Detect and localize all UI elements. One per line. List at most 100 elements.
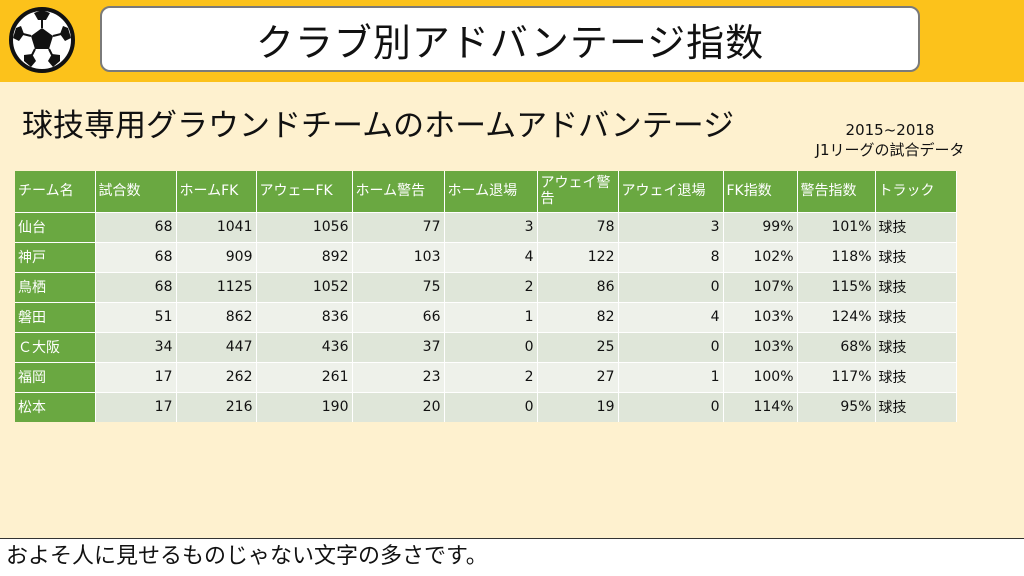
table-cell: 51 <box>95 301 177 332</box>
table-cell: 1 <box>444 301 538 332</box>
team-name-cell: 磐田 <box>15 301 96 332</box>
table-cell: 球技 <box>875 301 957 332</box>
table-cell: 1 <box>618 361 724 392</box>
table-cell: 107% <box>723 271 798 302</box>
table-cell: 2 <box>444 361 538 392</box>
table-cell: 102% <box>723 241 798 272</box>
table-row: 鳥栖 68 1125 1052 75 2 86 0 107% 115% 球技 <box>15 271 957 302</box>
col-header-caution-index: 警告指数 <box>797 171 876 212</box>
table-cell: 19 <box>537 391 619 422</box>
col-header-home-fk: ホームFK <box>176 171 257 212</box>
table-cell: 118% <box>797 241 876 272</box>
table-cell: 68 <box>95 271 177 302</box>
table-cell: 球技 <box>875 211 957 242</box>
period-description: J1リーグの試合データ <box>815 141 965 159</box>
table-body: 仙台 68 1041 1056 77 3 78 3 99% 101% 球技 神戸 68 909 892 103… <box>15 211 957 422</box>
table-cell: 114% <box>723 391 798 422</box>
table-cell: 20 <box>352 391 445 422</box>
table-cell: 17 <box>95 361 177 392</box>
table-cell: 100% <box>723 361 798 392</box>
table-cell: 球技 <box>875 241 957 272</box>
table-row: 松本 17 216 190 20 0 19 0 114% 95% 球技 <box>15 391 957 422</box>
table-cell: 23 <box>352 361 445 392</box>
table-cell: 95% <box>797 391 876 422</box>
table-cell: 37 <box>352 331 445 362</box>
col-header-track: トラック <box>875 171 957 212</box>
table-row: 磐田 51 862 836 66 1 82 4 103% 124% 球技 <box>15 301 957 332</box>
col-header-away-fk: アウェーFK <box>256 171 353 212</box>
table-cell: 4 <box>444 241 538 272</box>
footer-caption: およそ人に見せるものじゃない文字の多さです。 <box>0 538 1024 576</box>
table-cell: 190 <box>256 391 353 422</box>
table-cell: 球技 <box>875 391 957 422</box>
table-row: Ｃ大阪 34 447 436 37 0 25 0 103% 68% 球技 <box>15 331 957 362</box>
table-cell: 99% <box>723 211 798 242</box>
table-cell: 17 <box>95 391 177 422</box>
table-cell: 0 <box>618 391 724 422</box>
col-header-team: チーム名 <box>15 171 96 212</box>
table-header-row: チーム名 試合数 ホームFK アウェーFK ホーム警告 ホーム退場 アウェイ警告… <box>15 171 957 212</box>
subtitle: 球技専用グラウンドチームのホームアドバンテージ <box>22 108 735 144</box>
table-cell: 78 <box>537 211 619 242</box>
table-cell: 球技 <box>875 361 957 392</box>
table-cell: 3 <box>444 211 538 242</box>
team-name-cell: Ｃ大阪 <box>15 331 96 362</box>
table-cell: 909 <box>176 241 257 272</box>
table-cell: 216 <box>176 391 257 422</box>
table-cell: 77 <box>352 211 445 242</box>
table-cell: 3 <box>618 211 724 242</box>
col-header-away-cautions: アウェイ警告 <box>537 171 619 212</box>
team-name-cell: 松本 <box>15 391 96 422</box>
team-name-cell: 鳥栖 <box>15 271 96 302</box>
table-cell: 122 <box>537 241 619 272</box>
col-header-matches: 試合数 <box>95 171 177 212</box>
table-cell: 1125 <box>176 271 257 302</box>
page-title: クラブ別アドバンテージ指数 <box>100 6 920 72</box>
table-cell: 27 <box>537 361 619 392</box>
table-cell: 103% <box>723 331 798 362</box>
col-header-home-sendoffs: ホーム退場 <box>444 171 538 212</box>
table-cell: 0 <box>618 271 724 302</box>
table-cell: 124% <box>797 301 876 332</box>
period-years: 2015~2018 <box>845 121 935 139</box>
period-note: 2015~2018 J1リーグの試合データ <box>800 120 980 160</box>
table-cell: 25 <box>537 331 619 362</box>
table-cell: 34 <box>95 331 177 362</box>
col-header-home-cautions: ホーム警告 <box>352 171 445 212</box>
table-cell: 836 <box>256 301 353 332</box>
table-cell: 68 <box>95 241 177 272</box>
table-cell: 82 <box>537 301 619 332</box>
table-cell: 261 <box>256 361 353 392</box>
soccer-ball-icon <box>9 7 75 73</box>
table-cell: 1056 <box>256 211 353 242</box>
table-cell: 436 <box>256 331 353 362</box>
table-cell: 球技 <box>875 271 957 302</box>
table-cell: 115% <box>797 271 876 302</box>
table-cell: 262 <box>176 361 257 392</box>
col-header-fk-index: FK指数 <box>723 171 798 212</box>
table-cell: 862 <box>176 301 257 332</box>
table-cell: 球技 <box>875 331 957 362</box>
table-cell: 1041 <box>176 211 257 242</box>
table-cell: 8 <box>618 241 724 272</box>
table-row: 神戸 68 909 892 103 4 122 8 102% 118% 球技 <box>15 241 957 272</box>
table-cell: 66 <box>352 301 445 332</box>
table-cell: 0 <box>618 331 724 362</box>
table-cell: 1052 <box>256 271 353 302</box>
team-name-cell: 仙台 <box>15 211 96 242</box>
table-cell: 447 <box>176 331 257 362</box>
table-cell: 103% <box>723 301 798 332</box>
team-name-cell: 神戸 <box>15 241 96 272</box>
table-cell: 2 <box>444 271 538 302</box>
table-row: 仙台 68 1041 1056 77 3 78 3 99% 101% 球技 <box>15 211 957 242</box>
table-cell: 0 <box>444 331 538 362</box>
table-cell: 86 <box>537 271 619 302</box>
table-row: 福岡 17 262 261 23 2 27 1 100% 117% 球技 <box>15 361 957 392</box>
col-header-away-sendoffs: アウェイ退場 <box>618 171 724 212</box>
table-cell: 101% <box>797 211 876 242</box>
advantage-table: チーム名 試合数 ホームFK アウェーFK ホーム警告 ホーム退場 アウェイ警告… <box>15 171 957 422</box>
table-cell: 4 <box>618 301 724 332</box>
table-cell: 0 <box>444 391 538 422</box>
table-cell: 68% <box>797 331 876 362</box>
table-cell: 103 <box>352 241 445 272</box>
